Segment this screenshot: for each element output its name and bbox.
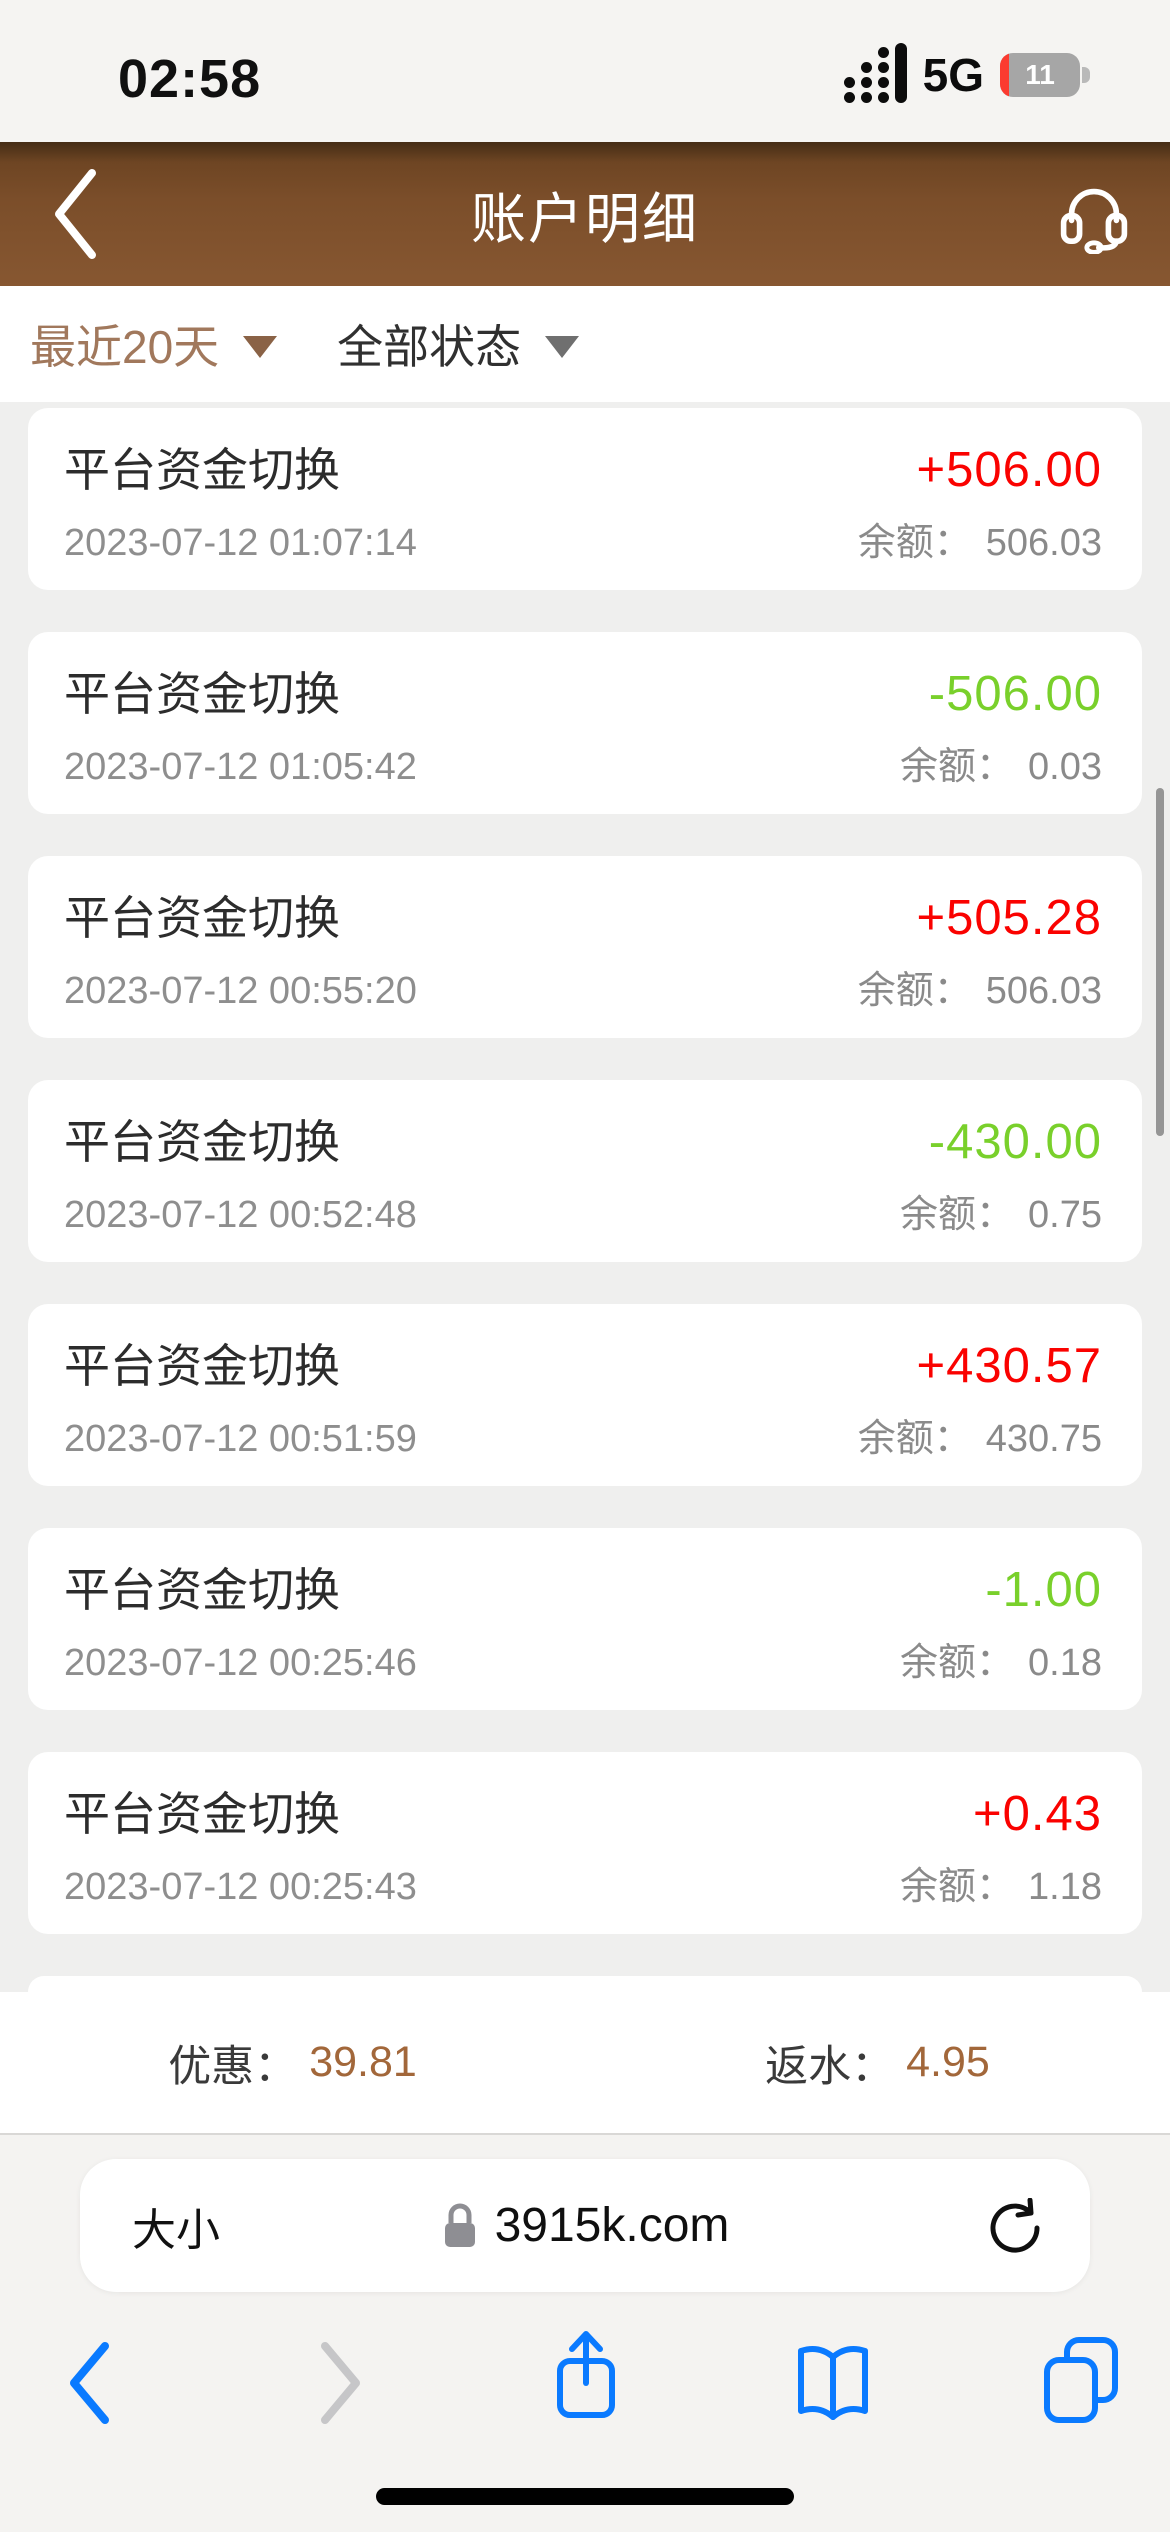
transaction-card[interactable]: 平台资金切换 -506.00 2023-07-12 01:05:42 余额： 0.… (28, 632, 1142, 814)
txn-amount: +0.43 (973, 1787, 1102, 1841)
back-button[interactable] (50, 164, 120, 264)
balance-label: 余额： (900, 1866, 1015, 1908)
txn-datetime: 2023-07-12 00:25:46 (64, 1642, 417, 1684)
clock: 02:58 (118, 49, 262, 109)
scrollbar-thumb[interactable] (1156, 788, 1164, 1136)
balance-label: 余额： (857, 522, 972, 564)
safari-bottom-chrome: 大小 3915k.com (0, 2133, 1170, 2532)
txn-balance: 余额： 0.75 (900, 1183, 1102, 1238)
txn-title: 平台资金切换 (64, 444, 340, 496)
txn-balance: 余额： 506.03 (858, 959, 1102, 1014)
promo-summary: 优惠： 39.81 (0, 2032, 585, 2094)
txn-title: 平台资金切换 (64, 1788, 340, 1840)
rebate-value: 4.95 (906, 2038, 990, 2086)
safari-toolbar (0, 2305, 1170, 2445)
txn-balance: 余额： 430.75 (858, 1407, 1102, 1462)
filter-bar: 最近20天 全部状态 (0, 286, 1170, 402)
page-title: 账户明细 (470, 188, 699, 250)
balance-value: 506.03 (985, 522, 1102, 564)
balance-label: 余额： (900, 746, 1015, 788)
txn-balance: 余额： 1.18 (900, 1855, 1102, 1910)
txn-balance: 余额： 0.03 (900, 735, 1102, 790)
customer-service-button[interactable] (1054, 174, 1134, 254)
txn-title: 平台资金切换 (64, 668, 340, 720)
cellular-signal-icon (843, 43, 907, 106)
lock-icon (444, 2203, 475, 2247)
date-range-label: 最近20天 (30, 321, 220, 373)
balance-value: 506.03 (985, 970, 1102, 1012)
txn-datetime: 2023-07-12 00:51:59 (64, 1418, 417, 1460)
txn-amount: -506.00 (928, 667, 1102, 721)
app-header: 账户明细 (0, 142, 1170, 286)
summary-bar: 优惠： 39.81 返水： 4.95 (0, 1992, 1170, 2133)
reload-icon (990, 2197, 1040, 2253)
txn-title: 平台资金切换 (64, 892, 340, 944)
caret-down-icon (243, 336, 278, 358)
address-text: 3915k.com (494, 2199, 730, 2252)
txn-balance: 余额： 0.18 (900, 1631, 1102, 1686)
chevron-right-icon (321, 2342, 360, 2424)
txn-balance: 余额： 506.03 (858, 511, 1102, 566)
reload-button[interactable] (986, 2197, 1042, 2254)
balance-value: 1.18 (1028, 1866, 1102, 1908)
txn-title: 平台资金切换 (64, 1340, 340, 1392)
txn-amount: -430.00 (928, 1115, 1102, 1169)
balance-value: 0.18 (1028, 1642, 1102, 1684)
book-icon (798, 2346, 868, 2420)
balance-label: 余额： (900, 1642, 1015, 1684)
transaction-card[interactable]: 平台资金切换 -1.00 2023-07-12 00:25:46 余额： 0.18 (28, 1528, 1142, 1710)
share-icon (557, 2331, 615, 2418)
txn-datetime: 2023-07-12 00:25:43 (64, 1866, 417, 1908)
battery-low-fill (1000, 53, 1009, 97)
txn-amount: -1.00 (985, 1563, 1102, 1617)
status-bar: 02:58 5G 11 (0, 0, 1170, 142)
transaction-card[interactable]: 平台资金切换 -430.00 2023-07-12 00:52:48 余额： 0.… (28, 1080, 1142, 1262)
tabs-button[interactable] (1025, 2319, 1135, 2439)
safari-address-bar[interactable]: 大小 3915k.com (80, 2159, 1090, 2292)
rebate-summary: 返水： 4.95 (585, 2032, 1170, 2094)
network-type-label: 5G (922, 49, 984, 101)
transaction-card-partial (28, 1976, 1142, 1992)
transaction-card[interactable]: 平台资金切换 +0.43 2023-07-12 00:25:43 余额： 1.18 (28, 1752, 1142, 1934)
back-chevron-icon (55, 169, 96, 259)
transaction-card[interactable]: 平台资金切换 +430.57 2023-07-12 00:51:59 余额： 43… (28, 1304, 1142, 1486)
promo-value: 39.81 (309, 2038, 417, 2086)
status-filter-label: 全部状态 (337, 321, 522, 373)
rebate-label: 返水： (765, 2042, 895, 2091)
share-button[interactable] (531, 2315, 641, 2435)
transaction-card[interactable]: 平台资金切换 +505.28 2023-07-12 00:55:20 余额： 50… (28, 856, 1142, 1038)
txn-title: 平台资金切换 (64, 1116, 340, 1168)
text-size-button[interactable]: 大小 (132, 2205, 220, 2255)
battery-icon: 11 (1000, 53, 1092, 97)
tabs-icon (1044, 2337, 1118, 2423)
transaction-card[interactable]: 平台资金切换 +506.00 2023-07-12 01:07:14 余额： 50… (28, 408, 1142, 590)
txn-amount: +430.57 (916, 1339, 1102, 1393)
status-filter[interactable]: 全部状态 (337, 311, 580, 377)
headset-icon (1060, 188, 1128, 254)
balance-value: 430.75 (985, 1418, 1102, 1460)
balance-value: 0.03 (1028, 746, 1102, 788)
txn-datetime: 2023-07-12 00:55:20 (64, 970, 417, 1012)
bookmarks-button[interactable] (778, 2323, 888, 2443)
balance-label: 余额： (857, 1418, 972, 1460)
browser-back-button[interactable] (35, 2323, 145, 2443)
date-range-filter[interactable]: 最近20天 (30, 311, 278, 377)
balance-value: 0.75 (1028, 1194, 1102, 1236)
txn-title: 平台资金切换 (64, 1564, 340, 1616)
transaction-list: 平台资金切换 +506.00 2023-07-12 01:07:14 余额： 50… (0, 402, 1170, 1992)
txn-amount: +505.28 (916, 891, 1102, 945)
battery-percent: 11 (1025, 59, 1055, 90)
txn-amount: +506.00 (916, 443, 1102, 497)
caret-down-icon (545, 336, 580, 358)
txn-datetime: 2023-07-12 00:52:48 (64, 1194, 417, 1236)
txn-datetime: 2023-07-12 01:07:14 (64, 522, 417, 564)
chevron-left-icon (70, 2342, 109, 2424)
promo-label: 优惠： (168, 2042, 298, 2091)
browser-forward-button[interactable] (285, 2323, 395, 2443)
txn-datetime: 2023-07-12 01:05:42 (64, 746, 417, 788)
home-indicator[interactable] (376, 2488, 794, 2505)
balance-label: 余额： (857, 970, 972, 1012)
balance-label: 余额： (900, 1194, 1015, 1236)
